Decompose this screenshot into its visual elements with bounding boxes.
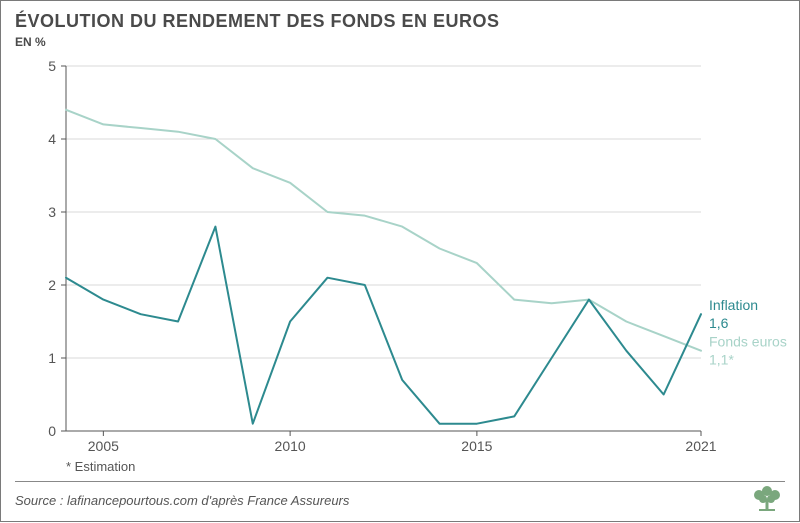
divider [15, 481, 785, 482]
series-line [66, 227, 701, 424]
logo-tree-icon [747, 479, 787, 513]
y-tick-label: 1 [48, 350, 56, 366]
x-tick-label: 2010 [275, 438, 306, 454]
series-line [66, 110, 701, 351]
y-tick-label: 4 [48, 131, 56, 147]
y-tick-label: 5 [48, 58, 56, 74]
x-tick-label: 2005 [88, 438, 119, 454]
chart-source: Source : lafinancepourtous.com d'après F… [15, 493, 349, 508]
y-tick-label: 3 [48, 204, 56, 220]
x-tick-label: 2015 [461, 438, 492, 454]
line-chart: 0 1 2 3 4 5 2005 2010 2015 2021 Fonds euros 1,1* I… [1, 1, 800, 523]
series-end-value: 1,1* [709, 352, 734, 368]
y-tick-label: 0 [48, 423, 56, 439]
x-tick-label: 2021 [685, 438, 716, 454]
chart-footnote: * Estimation [66, 459, 135, 474]
series-end-label: Inflation [709, 297, 758, 313]
y-tick-label: 2 [48, 277, 56, 293]
series-end-value: 1,6 [709, 315, 729, 331]
series-end-label: Fonds euros [709, 334, 787, 350]
